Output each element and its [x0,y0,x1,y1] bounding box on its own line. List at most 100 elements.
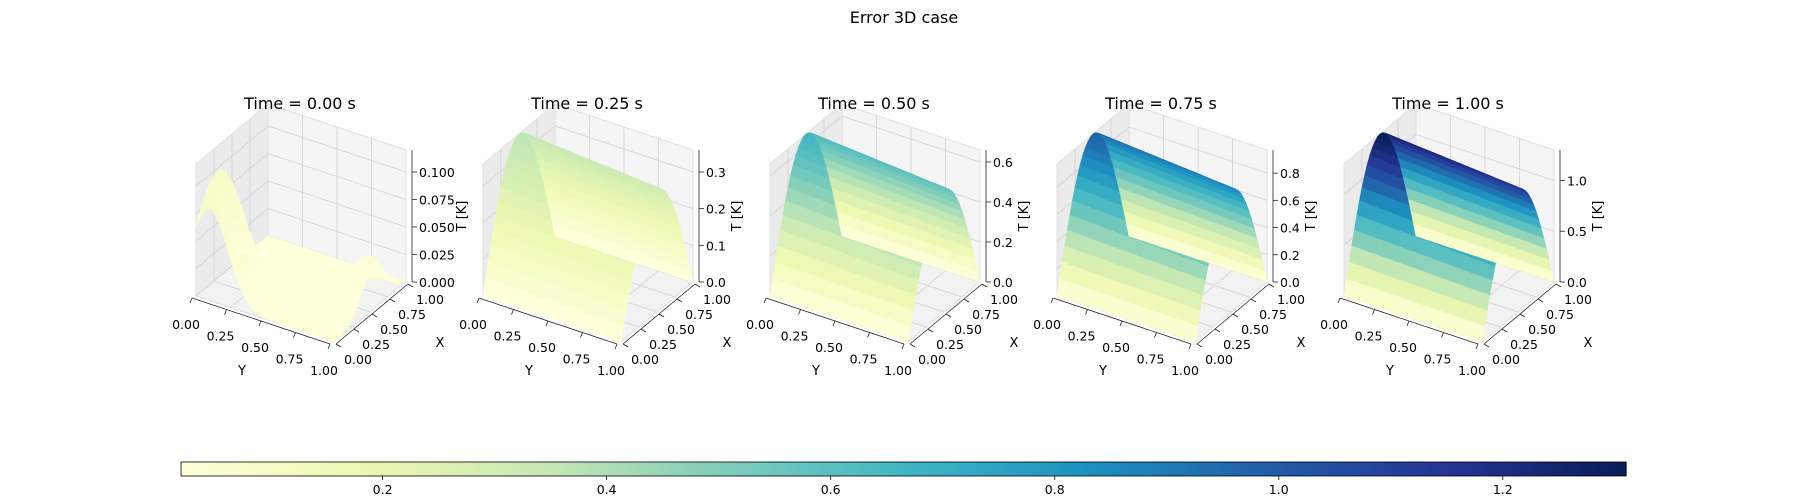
subplot-title: Time = 0.25 s [530,94,643,113]
x-tick-label: 0.25 [1510,337,1538,352]
x-tick-label: 1.00 [1564,292,1592,307]
x-tick-mark [676,298,683,303]
x-tick-mark [694,283,701,288]
x-axis-label: X [723,336,732,351]
y-tick-label: 0.25 [494,329,522,344]
z-tick-label: 0.2 [706,202,726,217]
z-tick-label: 0.1 [706,238,726,253]
subplot-5: Time = 1.00 s0.000.250.500.751.00Y0.000.… [1320,94,1606,379]
z-tick-label: 0.0 [1280,275,1300,290]
z-tick-label: 0.2 [993,235,1013,250]
x-tick-label: 0.00 [631,352,659,367]
x-tick-label: 1.00 [990,292,1018,307]
x-tick-label: 0.00 [1492,352,1520,367]
x-tick-mark [1250,298,1257,303]
z-tick-label: 0.2 [1280,248,1300,263]
z-tick-label: 0.4 [993,195,1013,210]
x-tick-mark [1232,313,1239,318]
colorbar-tick-label: 1.0 [1269,482,1289,497]
z-tick-label: 0.050 [419,220,455,235]
colorbar-tick-label: 0.6 [821,482,841,497]
z-axis-label: T [K] [1017,201,1032,233]
subplot-3: Time = 0.50 s0.000.250.500.751.00Y0.000.… [746,94,1032,379]
y-tick-mark [1475,343,1479,350]
z-tick-label: 0.5 [1567,224,1587,239]
x-tick-mark [371,313,378,318]
x-tick-label: 1.00 [703,292,731,307]
y-tick-mark [293,332,296,338]
y-tick-label: 0.75 [276,352,304,367]
figure-title: Error 3D case [850,8,958,27]
y-tick-mark [224,309,227,315]
z-tick-label: 0.0 [1567,275,1587,290]
x-tick-label: 1.00 [1277,292,1305,307]
x-tick-mark [1196,343,1203,348]
y-tick-mark [1406,320,1410,327]
x-tick-mark [1537,298,1544,303]
y-tick-label: 0.25 [781,329,809,344]
y-axis-label: Y [237,364,246,379]
y-tick-mark [1337,297,1341,304]
y-tick-mark [901,343,905,350]
surface [1056,132,1268,343]
x-tick-mark [407,283,414,288]
x-tick-mark [981,283,988,288]
z-tick-label: 1.0 [1567,173,1587,188]
z-tick-label: 0.075 [419,193,455,208]
x-tick-label: 0.25 [649,337,677,352]
x-tick-mark [335,343,342,348]
y-tick-mark [545,320,549,327]
y-tick-mark [258,320,262,327]
subplot-title: Time = 1.00 s [1391,94,1504,113]
y-axis-label: Y [1385,364,1394,379]
y-tick-label: 0.50 [1389,340,1417,355]
colorbar: 0.2 0.4 0.6 0.8 1.0 1.2 [180,461,1627,497]
colorbar-tick-label: 0.2 [373,482,393,497]
subplot-title: Time = 0.50 s [817,94,930,113]
x-tick-label: 0.00 [344,352,372,367]
y-tick-label: 1.00 [884,363,912,378]
x-tick-mark [622,343,629,348]
y-tick-label: 1.00 [597,363,625,378]
z-tick-label: 0.6 [1280,193,1300,208]
subplots: Time = 0.00 s0.000.250.500.751.00Y0.000.… [172,94,1606,379]
x-tick-label: 0.00 [1205,352,1233,367]
subplot-title: Time = 0.75 s [1104,94,1217,113]
z-tick-label: 0.0 [993,275,1013,290]
x-tick-label: 0.50 [1528,322,1556,337]
z-axis-label: T [K] [455,201,470,233]
x-tick-mark [658,313,665,318]
y-tick-label: 0.00 [172,317,200,332]
surface [769,132,981,343]
y-tick-mark [832,320,836,327]
y-tick-mark [327,343,331,350]
y-tick-mark [798,309,801,315]
y-tick-label: 0.50 [1102,340,1130,355]
x-tick-label: 0.25 [362,337,390,352]
y-tick-mark [511,309,514,315]
surface [195,169,407,343]
x-tick-mark [1501,328,1508,333]
y-tick-mark [189,297,193,304]
z-tick-label: 0.6 [993,155,1013,170]
colorbar-tick-label: 0.4 [597,482,617,497]
x-tick-mark [1483,343,1490,348]
x-tick-label: 1.00 [416,292,444,307]
y-tick-mark [1441,332,1444,338]
x-tick-label: 0.75 [972,307,1000,322]
x-tick-label: 0.25 [1223,337,1251,352]
subplot-title: Time = 0.00 s [243,94,356,113]
y-tick-mark [1050,297,1054,304]
y-tick-label: 0.25 [207,329,235,344]
z-tick-label: 0.0 [706,275,726,290]
y-tick-label: 0.00 [746,317,774,332]
y-tick-label: 1.00 [1171,363,1199,378]
subplot-4: Time = 0.75 s0.000.250.500.751.00Y0.000.… [1033,94,1319,379]
y-tick-mark [1119,320,1123,327]
x-tick-mark [963,298,970,303]
x-tick-mark [1519,313,1526,318]
y-tick-label: 0.75 [850,352,878,367]
y-axis-label: Y [524,364,533,379]
x-tick-label: 0.50 [380,322,408,337]
